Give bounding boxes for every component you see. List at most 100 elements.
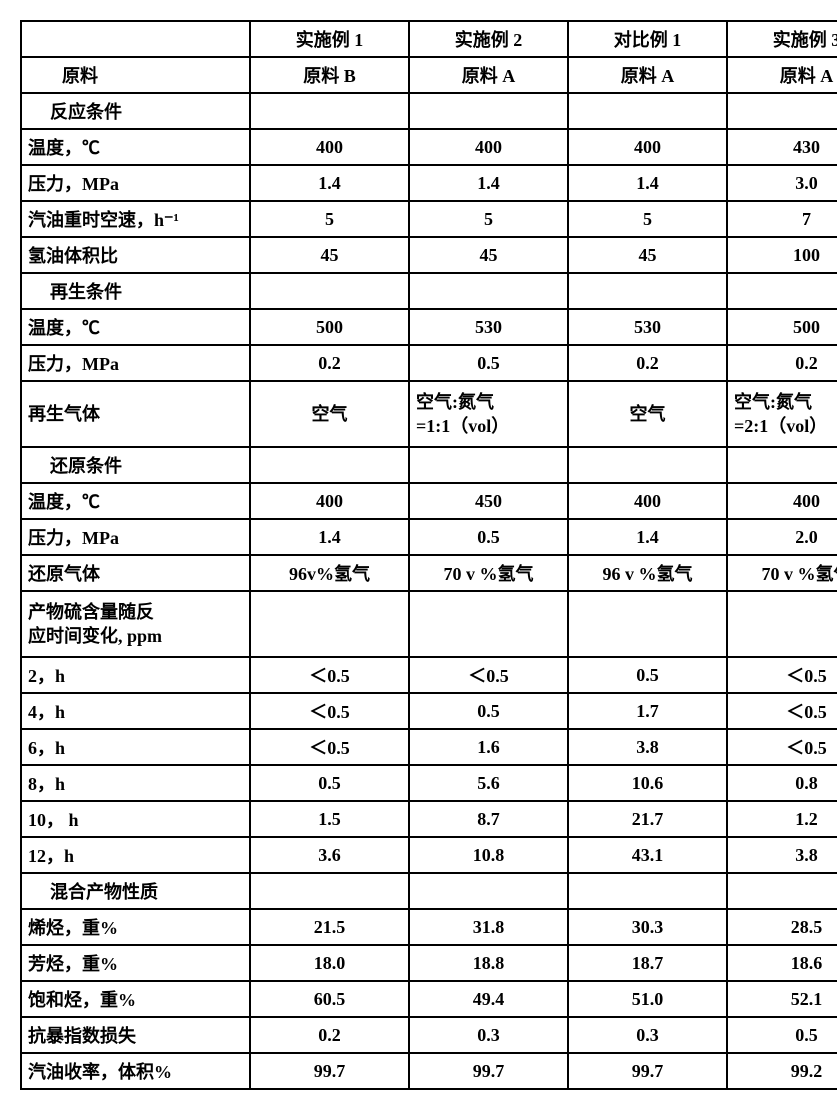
table-row: 压力，MPa0.20.50.20.2	[21, 345, 837, 381]
cell: 18.6	[727, 945, 837, 981]
cell: 99.7	[409, 1053, 568, 1089]
row-label: 汽油收率，体积%	[21, 1053, 250, 1089]
cell: 0.2	[568, 345, 727, 381]
table-header-row: 实施例 1实施例 2对比例 1实施例 3	[21, 21, 837, 57]
table-row: 抗暴指数损失0.20.30.30.5	[21, 1017, 837, 1053]
table-row: 氢油体积比454545100	[21, 237, 837, 273]
cell: ＜0.5	[250, 729, 409, 765]
cell: 10.6	[568, 765, 727, 801]
cell: 43.1	[568, 837, 727, 873]
cell: 18.0	[250, 945, 409, 981]
cell: 0.5	[409, 345, 568, 381]
table-row: 压力，MPa1.41.41.43.0	[21, 165, 837, 201]
cell: 430	[727, 129, 837, 165]
row-label: 2，h	[21, 657, 250, 693]
cell	[727, 93, 837, 129]
cell	[568, 273, 727, 309]
cell: 49.4	[409, 981, 568, 1017]
header-col: 实施例 3	[727, 21, 837, 57]
cell: 400	[250, 483, 409, 519]
cell: 7	[727, 201, 837, 237]
table-row: 6，h＜0.51.63.8＜0.5	[21, 729, 837, 765]
cell: 空气	[250, 381, 409, 447]
cell	[250, 873, 409, 909]
row-label: 温度，℃	[21, 483, 250, 519]
cell: 0.2	[727, 345, 837, 381]
row-label: 温度，℃	[21, 309, 250, 345]
table-row: 反应条件	[21, 93, 837, 129]
row-label: 温度，℃	[21, 129, 250, 165]
row-label: 12，h	[21, 837, 250, 873]
cell: 1.6	[409, 729, 568, 765]
cell: ＜0.5	[250, 657, 409, 693]
cell: 99.7	[568, 1053, 727, 1089]
row-label: 4，h	[21, 693, 250, 729]
table-row: 12，h3.610.843.13.8	[21, 837, 837, 873]
cell	[727, 447, 837, 483]
cell: 0.5	[409, 519, 568, 555]
table-row: 8，h0.55.610.60.8	[21, 765, 837, 801]
cell: 400	[568, 129, 727, 165]
cell: 45	[250, 237, 409, 273]
row-label: 再生条件	[21, 273, 250, 309]
cell	[727, 873, 837, 909]
cell: ＜0.5	[727, 729, 837, 765]
cell: 400	[727, 483, 837, 519]
cell: 原料 A	[409, 57, 568, 93]
cell: 99.2	[727, 1053, 837, 1089]
cell: 96 v %氢气	[568, 555, 727, 591]
cell: 0.3	[409, 1017, 568, 1053]
data-table: 实施例 1实施例 2对比例 1实施例 3原料原料 B原料 A原料 A原料 A反应…	[20, 20, 837, 1090]
cell: 400	[568, 483, 727, 519]
cell: 原料 A	[727, 57, 837, 93]
cell: 2.0	[727, 519, 837, 555]
cell: 28.5	[727, 909, 837, 945]
table-body: 实施例 1实施例 2对比例 1实施例 3原料原料 B原料 A原料 A原料 A反应…	[21, 21, 837, 1089]
table-row: 压力，MPa1.40.51.42.0	[21, 519, 837, 555]
cell: 原料 A	[568, 57, 727, 93]
cell: 1.4	[250, 519, 409, 555]
table-row: 混合产物性质	[21, 873, 837, 909]
row-label: 汽油重时空速，h⁻¹	[21, 201, 250, 237]
cell: 500	[250, 309, 409, 345]
cell: 51.0	[568, 981, 727, 1017]
cell	[250, 591, 409, 657]
cell: 0.3	[568, 1017, 727, 1053]
cell	[568, 591, 727, 657]
cell: ＜0.5	[409, 657, 568, 693]
cell: 1.4	[568, 519, 727, 555]
cell	[409, 447, 568, 483]
header-col: 实施例 1	[250, 21, 409, 57]
header-col: 实施例 2	[409, 21, 568, 57]
cell: 70 v %氢气	[727, 555, 837, 591]
row-label: 8，h	[21, 765, 250, 801]
cell: 400	[250, 129, 409, 165]
cell	[727, 273, 837, 309]
cell: 21.7	[568, 801, 727, 837]
cell: 1.2	[727, 801, 837, 837]
cell: 3.6	[250, 837, 409, 873]
cell	[409, 93, 568, 129]
cell: 8.7	[409, 801, 568, 837]
cell	[409, 873, 568, 909]
cell: 100	[727, 237, 837, 273]
cell: 31.8	[409, 909, 568, 945]
cell: 3.0	[727, 165, 837, 201]
cell: 21.5	[250, 909, 409, 945]
cell: 10.8	[409, 837, 568, 873]
cell	[250, 93, 409, 129]
row-label: 原料	[21, 57, 250, 93]
cell: 30.3	[568, 909, 727, 945]
row-label: 压力，MPa	[21, 345, 250, 381]
cell: 1.4	[568, 165, 727, 201]
row-label: 还原气体	[21, 555, 250, 591]
cell: 99.7	[250, 1053, 409, 1089]
cell: 空气:氮气=1:1（vol）	[409, 381, 568, 447]
header-col: 对比例 1	[568, 21, 727, 57]
cell: 96v%氢气	[250, 555, 409, 591]
cell: ＜0.5	[727, 657, 837, 693]
table-row: 再生气体空气空气:氮气=1:1（vol）空气空气:氮气=2:1（vol）	[21, 381, 837, 447]
row-label: 压力，MPa	[21, 165, 250, 201]
cell: 530	[568, 309, 727, 345]
table-row: 产物硫含量随反应时间变化, ppm	[21, 591, 837, 657]
